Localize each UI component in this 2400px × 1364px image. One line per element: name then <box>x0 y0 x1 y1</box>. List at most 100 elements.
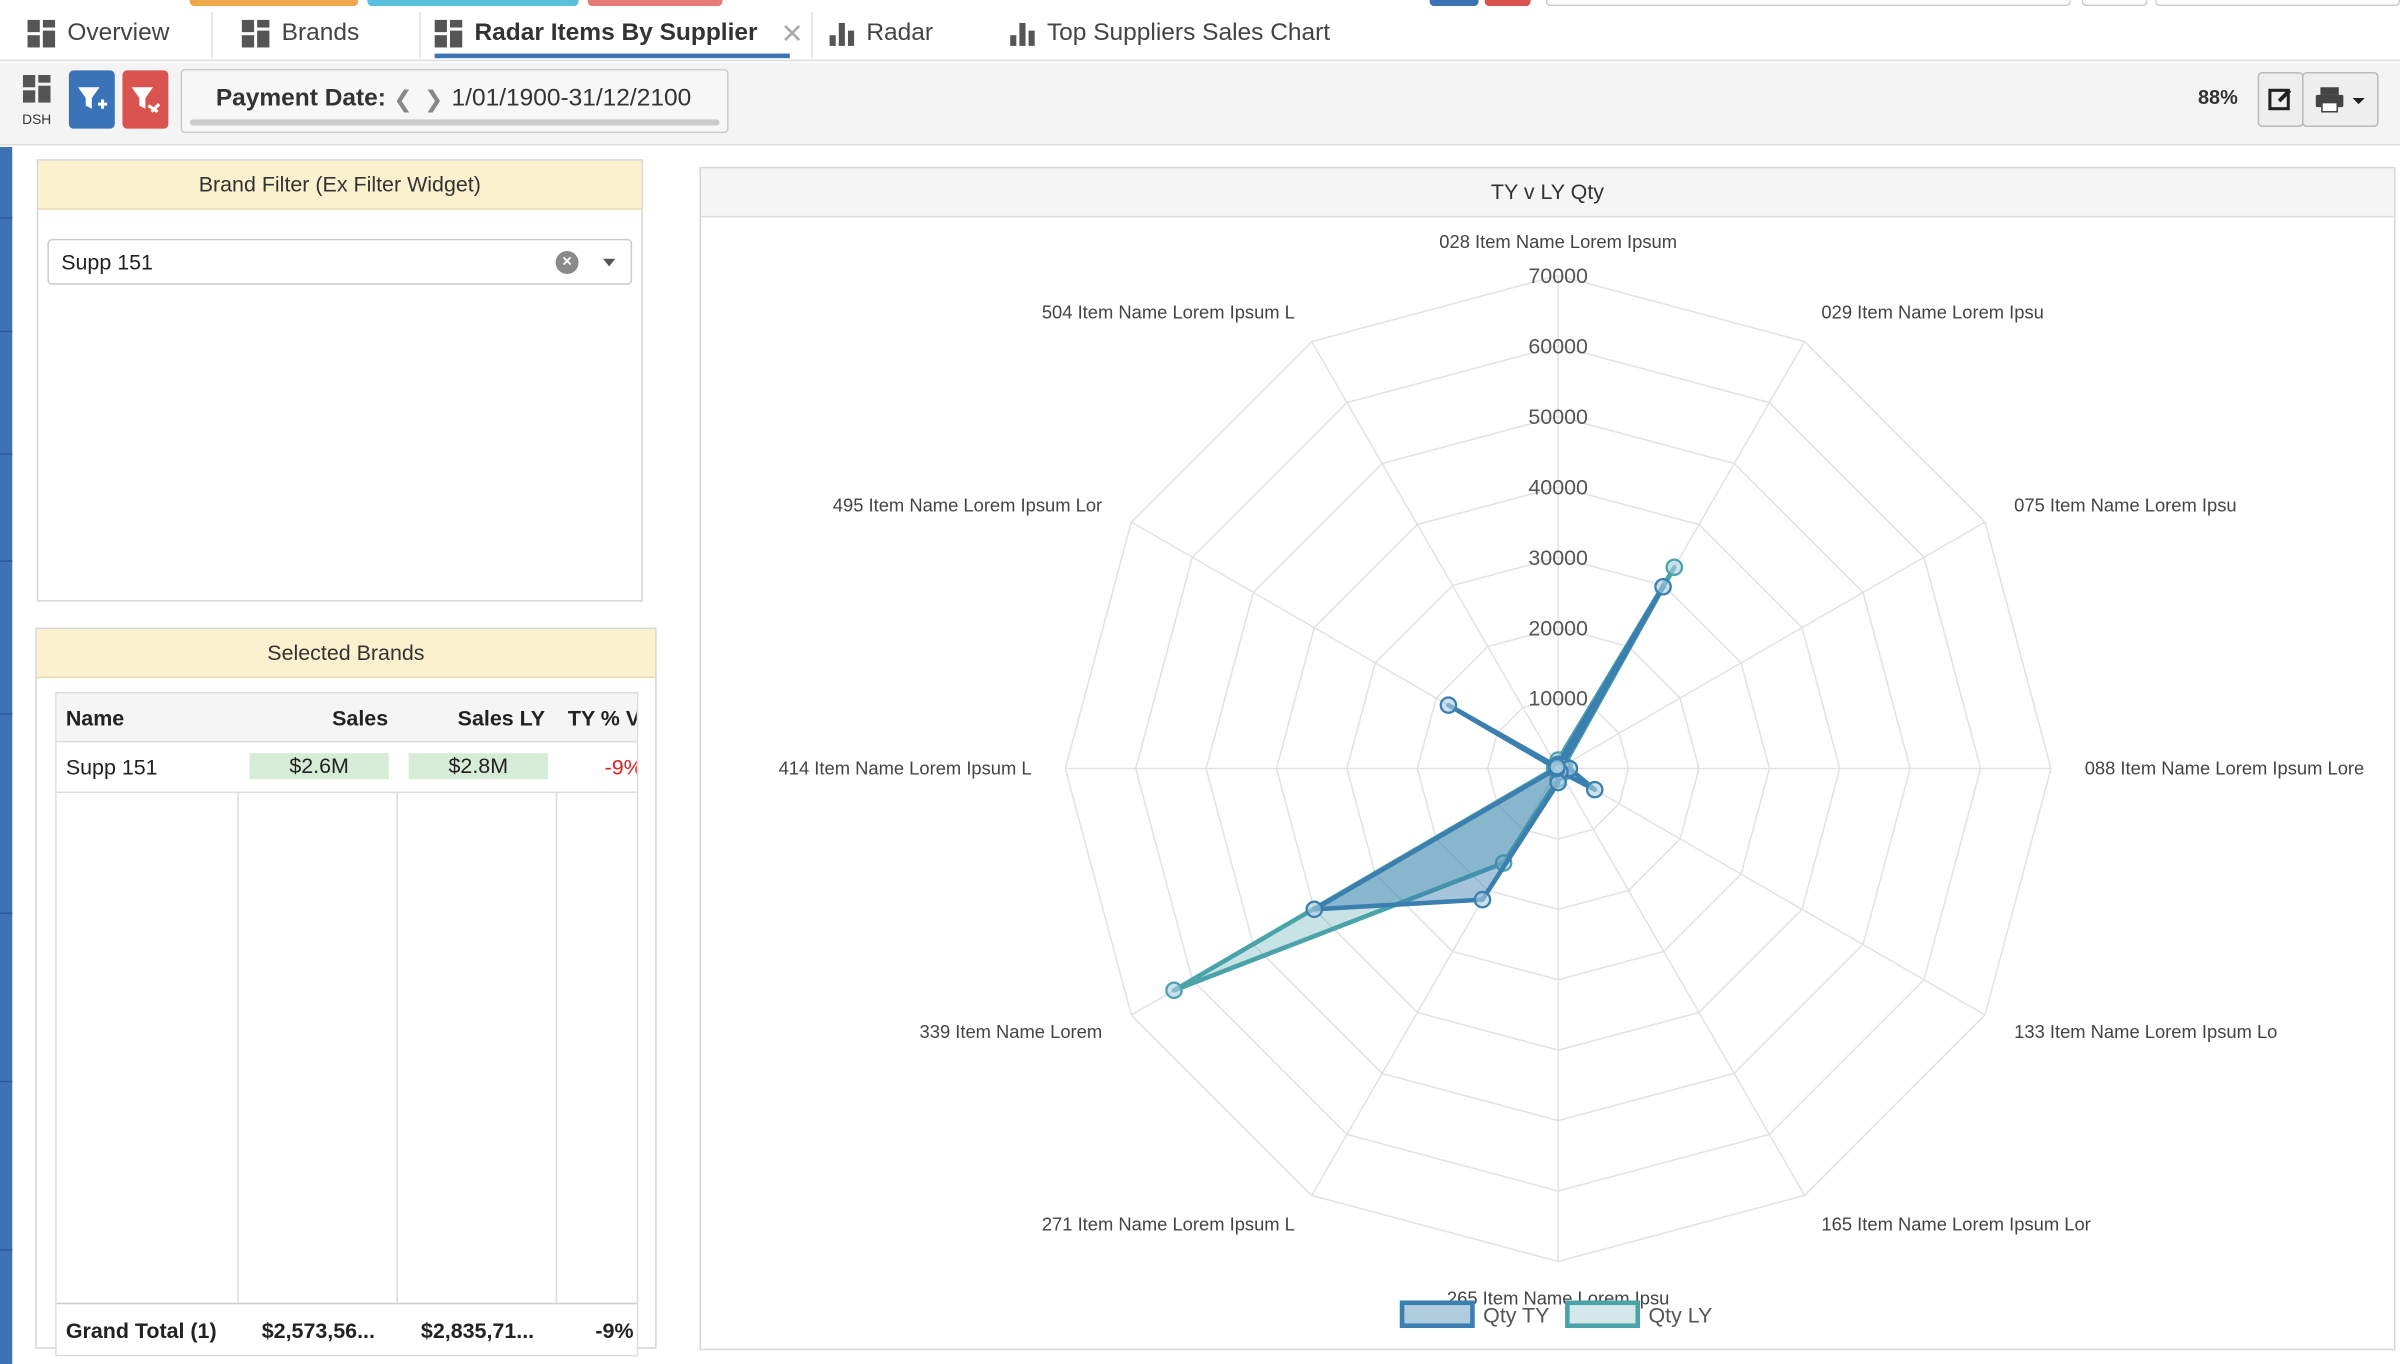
sales-bar: $2.6M <box>249 753 389 780</box>
clear-icon[interactable]: × <box>555 251 579 275</box>
date-scrollbar[interactable] <box>189 119 720 126</box>
left-sidebar-strip <box>0 146 13 1364</box>
category-label: 339 Item Name Lorem <box>920 1021 1103 1042</box>
radial-tick-label: 20000 <box>1528 616 1588 640</box>
top-strip-input-2 <box>2081 0 2148 7</box>
top-strip-cyan <box>367 0 579 7</box>
bar-chart-icon <box>829 21 855 46</box>
data-point <box>1549 773 1567 792</box>
data-point <box>1665 558 1684 577</box>
selected-brands-table: Name Sales Sales LY TY % V Supp 151 $2.6… <box>55 691 639 1357</box>
brand-select[interactable]: Supp 151 × <box>47 238 633 285</box>
grid-spoke <box>1557 521 1986 770</box>
radial-tick-label: 70000 <box>1528 264 1588 288</box>
radial-tick-label: 10000 <box>1528 687 1588 711</box>
category-label: 028 Item Name Lorem Ipsum <box>1439 231 1677 252</box>
legend-label: Qty LY <box>1648 1304 1712 1328</box>
top-strip-orange <box>189 0 359 7</box>
dashboard-icon <box>22 75 51 103</box>
data-point <box>1585 780 1604 799</box>
radial-tick-label: 60000 <box>1528 335 1588 359</box>
tab-brands[interactable]: Brands <box>241 6 360 61</box>
grand-total-sales: $2,573,56... <box>261 1318 375 1343</box>
sales-ly-bar: $2.8M <box>408 753 548 780</box>
tab-label: Radar Items By Supplier <box>474 19 758 46</box>
data-point <box>1305 900 1324 919</box>
table-row[interactable]: Supp 151 $2.6M $2.8M -9% <box>56 742 637 793</box>
table-header: Name Sales Sales LY TY % V <box>56 693 639 743</box>
top-strip-blue-btn <box>1429 0 1479 7</box>
top-strip-input <box>1545 0 2071 7</box>
grand-total-sales-ly: $2,835,71... <box>420 1318 535 1343</box>
clear-filter-button[interactable] <box>122 70 169 129</box>
category-label: 088 Item Name Lorem Ipsum Lore <box>2085 758 2365 779</box>
legend-swatch <box>1399 1300 1475 1329</box>
tab-label: Radar <box>866 19 934 46</box>
grand-total-label: Grand Total (1) <box>65 1318 217 1343</box>
category-label: 504 Item Name Lorem Ipsum L <box>1042 302 1295 323</box>
filter-clear-icon <box>131 87 161 114</box>
brand-filter-panel: Brand Filter (Ex Filter Widget) Supp 151… <box>36 159 643 602</box>
column-header-name[interactable]: Name <box>65 705 125 731</box>
payment-date-filter[interactable]: Payment Date: ❮ ❯ 1/01/1900-31/12/2100 <box>180 68 729 134</box>
chevron-right-icon[interactable]: ❯ <box>423 87 444 114</box>
dsh-button[interactable]: DSH <box>18 75 55 130</box>
ty-pct-value: -9% <box>604 754 637 780</box>
edit-icon <box>2268 88 2292 111</box>
grid-spoke <box>1311 341 1559 769</box>
tab-radar[interactable]: Radar <box>829 6 934 61</box>
radar-chart-panel: TY v LY Qty 10000 20000 30000 40000 50000 600… <box>699 166 2396 1351</box>
category-label: 133 Item Name Lorem Ipsum Lo <box>2014 1021 2277 1042</box>
zoom-level: 88% <box>2197 85 2238 109</box>
column-header-ty-pct[interactable]: TY % V <box>567 705 639 731</box>
selected-brands-title: Selected Brands <box>36 629 656 679</box>
chart-title: TY v LY Qty <box>701 168 2394 218</box>
payment-date-label: Payment Date: <box>215 85 386 112</box>
radial-tick-label: 40000 <box>1528 475 1588 499</box>
tab-top-suppliers-sales-chart[interactable]: Top Suppliers Sales Chart <box>1010 6 1330 61</box>
column-header-sales[interactable]: Sales <box>332 705 389 731</box>
payment-date-value: 1/01/1900-31/12/2100 <box>451 85 692 112</box>
dashboard-icon <box>241 19 270 48</box>
chevron-down-icon[interactable] <box>603 258 616 267</box>
bar-chart-icon <box>1010 21 1035 46</box>
grid-spoke <box>1557 767 1986 1016</box>
top-strip-red-btn <box>1484 0 1531 7</box>
legend-swatch <box>1565 1300 1641 1329</box>
category-label: 495 Item Name Lorem Ipsum Lor <box>833 494 1102 515</box>
data-point <box>1654 577 1672 596</box>
top-strip-input-3 <box>2155 0 2400 7</box>
radial-tick-label: 30000 <box>1528 546 1588 570</box>
tab-label: Top Suppliers Sales Chart <box>1046 19 1331 46</box>
print-button[interactable] <box>2302 71 2379 128</box>
dashboard-tabs: Overview Brands Radar Items By Supplier … <box>0 6 2400 62</box>
grand-total-ty-pct: -9% <box>595 1318 634 1343</box>
dsh-label: DSH <box>22 111 52 128</box>
edit-button[interactable] <box>2257 71 2304 128</box>
grid-spoke <box>1557 768 1806 1196</box>
radial-tick-label: 50000 <box>1528 405 1588 429</box>
tab-label: Brands <box>281 19 360 46</box>
selected-brands-panel: Selected Brands Name Sales Sales LY TY %… <box>35 627 657 1357</box>
data-point <box>1473 890 1492 909</box>
table-footer: Grand Total (1) $2,573,56... $2,835,71..… <box>56 1302 637 1355</box>
data-point <box>1165 981 1183 1000</box>
tab-label: Overview <box>67 19 170 46</box>
tab-radar-items-by-supplier[interactable]: Radar Items By Supplier <box>434 6 802 61</box>
category-label: 414 Item Name Lorem Ipsum L <box>779 758 1032 779</box>
column-header-sales-ly[interactable]: Sales LY <box>457 705 546 731</box>
brand-select-value: Supp 151 <box>61 249 153 275</box>
category-label: 029 Item Name Lorem Ipsu <box>1821 302 2043 323</box>
dashboard-icon <box>27 19 56 48</box>
top-strip-red <box>587 0 723 7</box>
close-tab-icon[interactable]: ✕ <box>780 18 804 49</box>
legend-label: Qty TY <box>1483 1304 1549 1328</box>
category-label: 271 Item Name Lorem Ipsum L <box>1042 1214 1295 1235</box>
tab-overview[interactable]: Overview <box>27 6 170 61</box>
chevron-left-icon[interactable]: ❮ <box>393 87 413 114</box>
data-point <box>1548 757 1566 776</box>
category-label: 075 Item Name Lorem Ipsu <box>2014 494 2236 515</box>
add-filter-button[interactable] <box>68 70 115 129</box>
dashboard-toolbar: DSH Payment Date: ❮ ❯ 1/01/1900-31/12/21… <box>0 62 2400 146</box>
filter-add-icon <box>78 87 108 109</box>
